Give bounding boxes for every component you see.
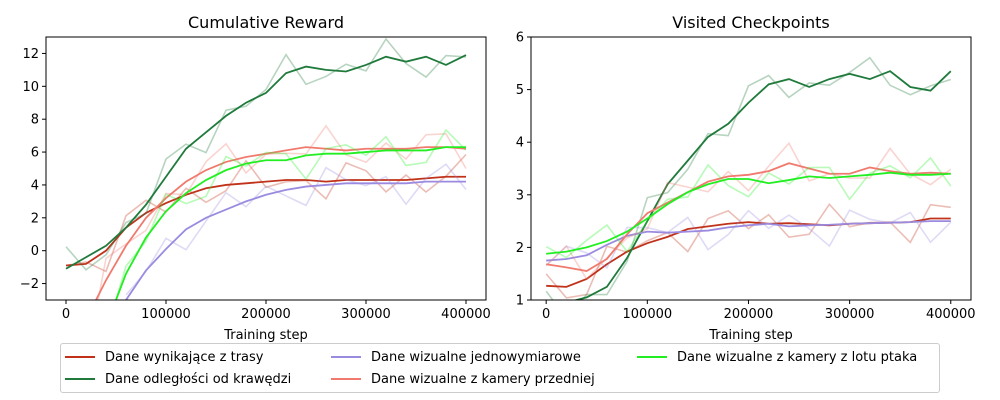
y-tick-label: 3 xyxy=(516,188,524,203)
plot-title: Visited Checkpoints xyxy=(672,13,830,32)
legend-swatch xyxy=(637,356,667,358)
x-tick-label: 300000 xyxy=(825,307,875,322)
y-tick-label: 12 xyxy=(22,47,39,62)
x-tick-label: 400000 xyxy=(441,307,491,322)
y-tick-label: −2 xyxy=(20,277,39,292)
series-line xyxy=(546,171,951,255)
y-tick-label: 4 xyxy=(516,136,524,151)
series-group xyxy=(115,128,467,300)
series-noise-line xyxy=(115,128,467,300)
x-tick-label: 0 xyxy=(542,307,550,322)
y-tick-label: 4 xyxy=(31,178,39,193)
series-noise-line xyxy=(545,156,952,259)
plot-title: Cumulative Reward xyxy=(188,13,344,32)
series-group xyxy=(125,163,467,300)
x-tick-label: 300000 xyxy=(341,307,391,322)
series-noise-line xyxy=(125,163,467,296)
y-tick-label: 2 xyxy=(31,211,39,226)
x-tick-label: 100000 xyxy=(623,307,673,322)
plot-frame xyxy=(530,36,972,301)
legend-item: Dane wynikające z trasy xyxy=(65,347,263,367)
series-line xyxy=(115,146,466,300)
legend-item: Dane wizualne z kamery przedniej xyxy=(331,369,595,389)
y-tick-label: 2 xyxy=(516,241,524,256)
series-line xyxy=(65,54,467,270)
visited-checkpoints-plot: 0 100000 200000 300000 400000 1 2 3 4 5 6 Visited C… xyxy=(516,13,976,343)
series-noise-line xyxy=(65,153,467,273)
series-group xyxy=(545,141,952,281)
series-line xyxy=(65,175,466,267)
series-noise-line xyxy=(545,56,952,300)
series-group xyxy=(545,202,951,299)
series-noise-line xyxy=(97,124,467,300)
y-tick-label: 6 xyxy=(31,146,39,161)
series-noise-line xyxy=(545,202,951,299)
legend-label: Dane wizualne jednowymiarowe xyxy=(371,349,581,365)
series-line xyxy=(572,70,952,300)
legend-swatch xyxy=(331,356,361,358)
series-line xyxy=(546,162,951,273)
x-tick-label: 100000 xyxy=(141,307,191,322)
legend-item: Dane wizualne z kamery z lotu ptaka xyxy=(637,347,917,367)
series-group xyxy=(545,156,952,259)
series-line xyxy=(95,146,467,300)
y-tick-label: 8 xyxy=(31,113,39,128)
legend-swatch xyxy=(65,356,95,358)
series-group xyxy=(65,153,467,273)
x-axis-label: Training step xyxy=(708,328,793,343)
cumulative-reward-plot: 0 100000 200000 300000 400000 −2 0 2 4 6 8 10 12 Cumu… xyxy=(20,13,491,343)
series-group xyxy=(95,124,467,300)
legend: Dane wynikające z trasy Dane odległości … xyxy=(60,343,940,393)
series-noise-line xyxy=(545,209,952,269)
legend-label: Dane wizualne z kamery przedniej xyxy=(371,371,595,387)
y-tick-label: 5 xyxy=(516,83,524,98)
x-axis-label: Training step xyxy=(223,328,308,343)
y-tick-label: 0 xyxy=(31,244,39,259)
series-line xyxy=(125,180,466,300)
y-tick-label: 10 xyxy=(22,80,39,95)
plot-frame xyxy=(45,36,487,301)
legend-item: Dane wizualne jednowymiarowe xyxy=(331,347,581,367)
legend-label: Dane wynikające z trasy xyxy=(105,349,264,365)
legend-label: Dane odległości od krawędzi xyxy=(105,371,292,387)
series-line xyxy=(546,220,951,262)
x-tick-label: 200000 xyxy=(241,307,291,322)
y-tick-label: 1 xyxy=(516,294,524,309)
legend-swatch xyxy=(331,378,361,380)
x-tick-label: 0 xyxy=(62,307,70,322)
legend-label: Dane wizualne z kamery z lotu ptaka xyxy=(677,349,918,365)
series-group xyxy=(545,209,952,269)
legend-item: Dane odległości od krawędzi xyxy=(65,369,291,389)
x-tick-label: 400000 xyxy=(926,307,976,322)
y-tick-label: 6 xyxy=(516,31,524,46)
series-group xyxy=(545,56,952,300)
legend-swatch xyxy=(65,378,95,380)
series-group xyxy=(65,37,467,271)
x-tick-label: 200000 xyxy=(724,307,774,322)
